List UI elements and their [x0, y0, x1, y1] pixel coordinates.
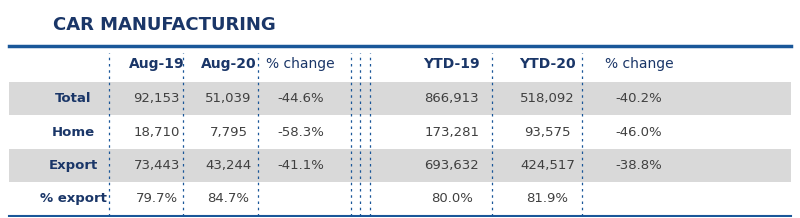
Text: % change: % change — [266, 57, 334, 71]
Text: -44.6%: -44.6% — [277, 92, 324, 105]
Text: 73,443: 73,443 — [134, 159, 180, 172]
Text: 693,632: 693,632 — [425, 159, 479, 172]
Text: 80.0%: 80.0% — [431, 192, 473, 205]
Text: 866,913: 866,913 — [425, 92, 479, 105]
Text: YTD-20: YTD-20 — [519, 57, 576, 71]
Text: % export: % export — [40, 192, 106, 205]
Text: % change: % change — [605, 57, 674, 71]
Text: 92,153: 92,153 — [134, 92, 180, 105]
Text: -58.3%: -58.3% — [277, 126, 324, 139]
Text: 84.7%: 84.7% — [207, 192, 250, 205]
Text: -40.2%: -40.2% — [616, 92, 662, 105]
Bar — [10, 82, 790, 116]
Text: 51,039: 51,039 — [206, 92, 252, 105]
Text: -38.8%: -38.8% — [616, 159, 662, 172]
Text: 7,795: 7,795 — [210, 126, 247, 139]
Bar — [10, 149, 790, 182]
Text: Home: Home — [51, 126, 94, 139]
Text: 424,517: 424,517 — [520, 159, 575, 172]
Text: YTD-19: YTD-19 — [423, 57, 480, 71]
Text: 79.7%: 79.7% — [136, 192, 178, 205]
Text: Aug-20: Aug-20 — [201, 57, 257, 71]
Text: 173,281: 173,281 — [424, 126, 479, 139]
Text: 518,092: 518,092 — [520, 92, 575, 105]
Text: Export: Export — [49, 159, 98, 172]
Text: Aug-19: Aug-19 — [129, 57, 185, 71]
Text: 93,575: 93,575 — [524, 126, 570, 139]
Text: -46.0%: -46.0% — [616, 126, 662, 139]
Text: 18,710: 18,710 — [134, 126, 180, 139]
Text: CAR MANUFACTURING: CAR MANUFACTURING — [54, 16, 276, 34]
Text: -41.1%: -41.1% — [277, 159, 324, 172]
Text: Total: Total — [55, 92, 91, 105]
Text: 81.9%: 81.9% — [526, 192, 569, 205]
Text: 43,244: 43,244 — [206, 159, 252, 172]
